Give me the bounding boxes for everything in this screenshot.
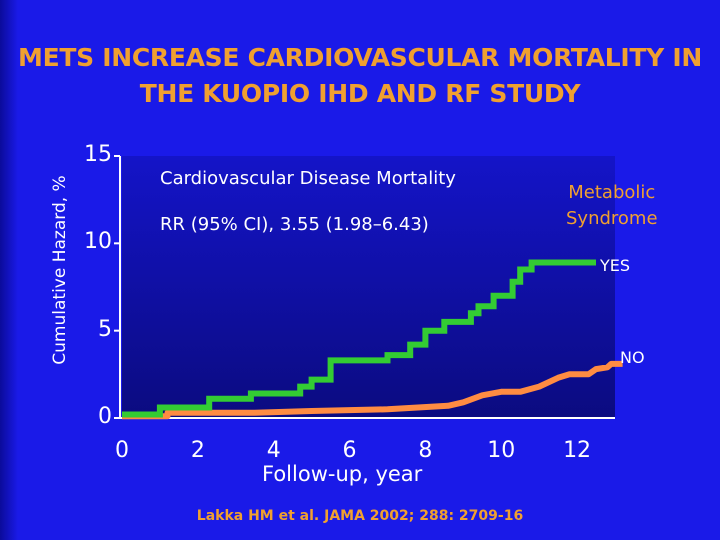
x-axis-label: Follow-up, year	[262, 462, 423, 486]
rr-annotation: RR (95% CI), 3.55 (1.98–6.43)	[160, 214, 429, 235]
y-tick-label: 15	[84, 142, 112, 167]
slide-title-line-1: METS INCREASE CARDIOVASCULAR MORTALITY I…	[18, 43, 702, 72]
legend-title-line-2: Syndrome	[566, 208, 658, 229]
series-line-no	[122, 360, 623, 420]
x-tick-label: 4	[266, 438, 281, 463]
x-tick-label: 6	[342, 438, 357, 463]
y-axis-label: Cumulative Hazard, %	[50, 175, 70, 365]
y-tick-marks	[114, 155, 120, 419]
chart-title: Cardiovascular Disease Mortality	[160, 168, 456, 189]
series-label-yes: YES	[600, 256, 631, 275]
left-accent-bar	[0, 0, 18, 540]
citation: Lakka HM et al. JAMA 2002; 288: 2709-16	[196, 508, 524, 524]
legend-title-line-1: Metabolic	[568, 182, 656, 203]
slide-title-line-2: THE KUOPIO IHD AND RF STUDY	[139, 79, 581, 108]
x-tick-label: 10	[487, 438, 516, 463]
series-label-no: NO	[620, 348, 645, 367]
slide-title: METS INCREASE CARDIOVASCULAR MORTALITY I…	[0, 40, 720, 112]
plot-background	[122, 156, 615, 418]
legend-title: Metabolic Syndrome	[566, 180, 658, 232]
x-tick-label: 8	[418, 438, 433, 463]
y-tick-label: 10	[84, 229, 112, 255]
x-tick-label: 2	[190, 438, 205, 463]
series-line-yes	[122, 259, 596, 418]
x-tick-label: 12	[563, 438, 592, 463]
x-tick-label: 0	[115, 438, 129, 463]
y-tick-label: 5	[98, 316, 112, 342]
y-tick-label: 0	[98, 404, 112, 429]
